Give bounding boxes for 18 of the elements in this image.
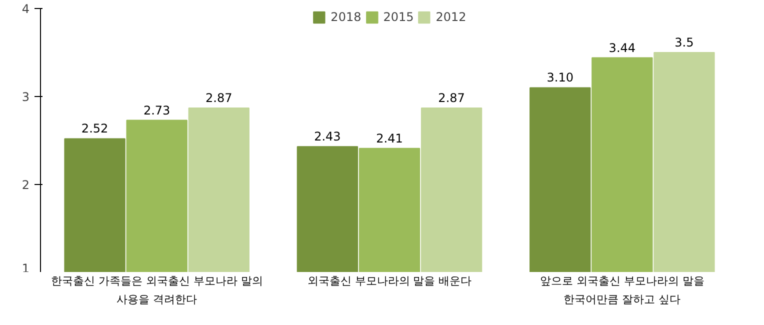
data-label: 3.44 (608, 40, 636, 55)
y-tick-label: 3 (22, 90, 30, 104)
x-tick-label: 한국출신 가족들은 외국출신 부모나라 말의 사용을 격려한다 (50, 274, 263, 306)
data-label: 2.87 (438, 90, 465, 105)
legend-label: 2012 (436, 10, 466, 24)
legend-label: 2018 (330, 10, 362, 24)
x-tick-label: 앞으로 외국출신 부모나라의 말을 한국어만큼 잘하고 싶다 (540, 274, 704, 306)
legend-label: 2015 (383, 10, 414, 24)
data-label: 3.5 (674, 36, 694, 50)
data-label: 3.10 (546, 70, 574, 85)
y-tick-label: 4 (22, 2, 30, 16)
data-label: 2.41 (376, 131, 403, 146)
data-label: 2.43 (314, 130, 341, 144)
data-label: 2.87 (206, 90, 232, 105)
x-tick-label: 외국출신 부모나라의 말을 배운다 (307, 274, 472, 288)
data-label: 2.52 (81, 122, 108, 136)
data-label: 2.73 (143, 103, 170, 118)
y-tick-label: 2 (22, 178, 30, 192)
